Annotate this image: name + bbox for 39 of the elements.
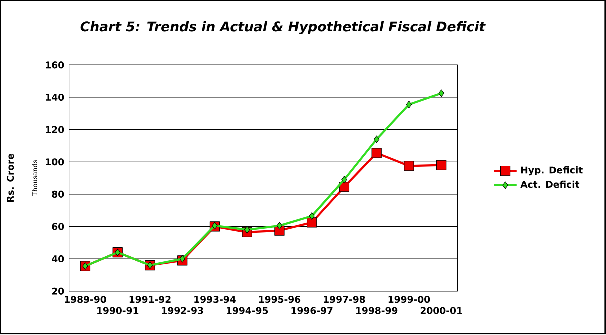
x-tick-label: 1996-97	[292, 307, 333, 314]
y-tick-label: 120	[46, 126, 64, 134]
x-tick-label: 1995-96	[259, 296, 301, 304]
point	[438, 90, 444, 98]
x-tick-label: 1992-93	[162, 307, 204, 314]
x-tick-label: 1993-94	[194, 296, 236, 304]
x-tick-label: 1990-91	[98, 307, 139, 314]
point	[406, 101, 412, 109]
point	[307, 218, 318, 228]
legend-label: Hyp. Deficit	[521, 166, 583, 176]
point	[372, 148, 382, 158]
point	[374, 136, 380, 144]
y-tick-label: 80	[52, 191, 64, 198]
legend-label: Act. Deficit	[520, 181, 580, 188]
y-tick-label: 100	[46, 158, 64, 166]
y-tick-label: 160	[46, 62, 64, 69]
x-tick-label: 1998-99	[356, 307, 398, 314]
point	[244, 226, 250, 234]
x-tick-label: 1999-00	[388, 296, 430, 304]
point	[436, 160, 447, 171]
y-tick-label: 60	[52, 223, 64, 230]
y-axis-title: Rs. Crore	[7, 154, 14, 202]
x-tick-label: 1991-92	[130, 296, 171, 304]
x-tick-label: 1997-98	[324, 296, 366, 304]
point	[339, 182, 350, 192]
point	[180, 256, 186, 263]
point	[309, 212, 315, 220]
y-tick-label: 140	[46, 94, 64, 102]
point	[404, 161, 414, 172]
y-tick-label: 40	[52, 256, 64, 263]
x-tick-label: 2000-01	[420, 307, 462, 314]
point	[276, 222, 283, 230]
chart-title: Chart 5: Trends in Actual & Hypothetical Fiscal Deficit	[80, 22, 486, 35]
point	[82, 262, 88, 270]
x-tick-label: 1989-90	[65, 296, 106, 304]
y-tick-label: 20	[52, 288, 64, 296]
x-tick-label: 1994-95	[227, 307, 268, 314]
point	[212, 222, 218, 230]
point	[342, 176, 348, 184]
